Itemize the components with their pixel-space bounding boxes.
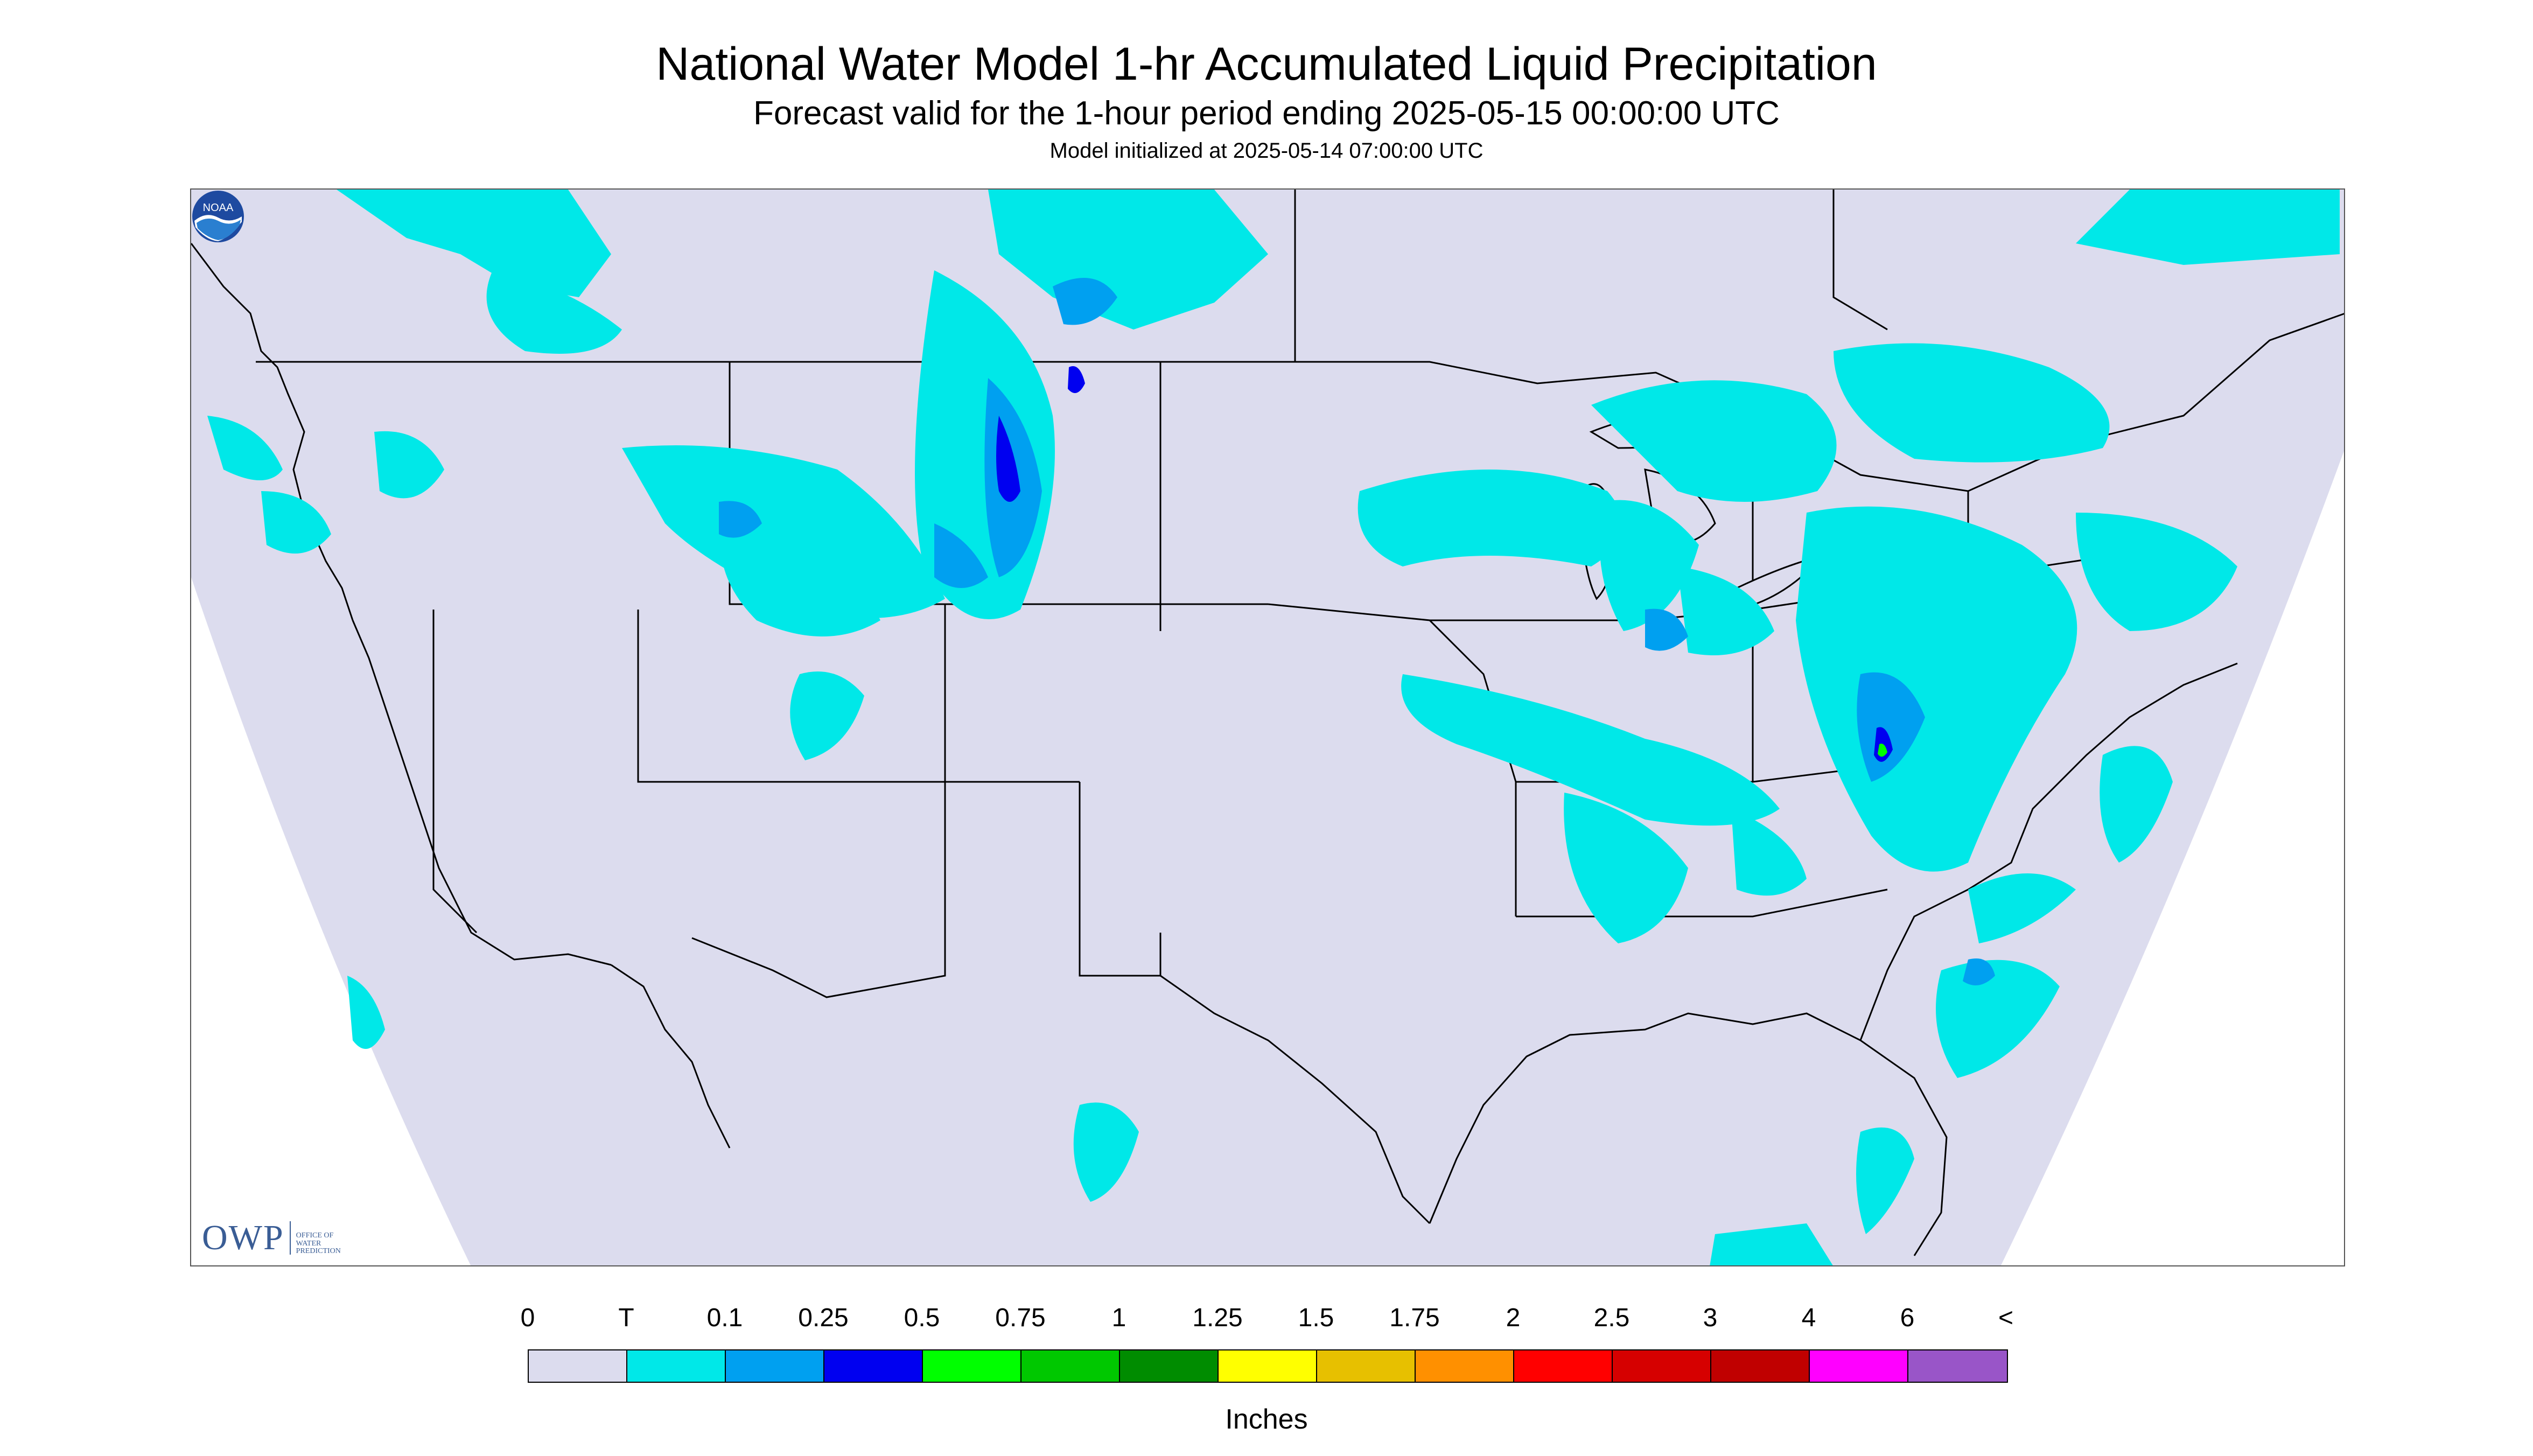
legend-tick-label: 0.75 [995,1304,1046,1332]
legend-swatch [1021,1350,1120,1382]
legend-swatch [627,1350,726,1382]
legend-swatch [726,1350,824,1382]
map-canvas [191,190,2344,1265]
legend-tick-label: 6 [1900,1304,1915,1332]
owp-logo-line: WATER [296,1239,321,1248]
legend-tick-label: 1.75 [1389,1304,1440,1332]
legend-swatch [923,1350,1021,1382]
legend-swatch [1219,1350,1317,1382]
legend-colorbar [528,1349,2008,1383]
legend-tick-label: 0.25 [798,1304,849,1332]
owp-logo-line: PREDICTION [296,1247,341,1256]
legend-swatch [1810,1350,1908,1382]
precipitation-map: OWP OFFICE OF WATER PREDICTION NOAA [190,188,2345,1266]
precip-heavy [1878,744,1887,757]
legend-swatch [1908,1350,2007,1382]
legend-swatch [1514,1350,1613,1382]
owp-logo-line: OFFICE OF [296,1231,334,1240]
legend-tick-label: 1 [1111,1304,1126,1332]
legend-swatch [1317,1350,1416,1382]
legend-tick-label: 4 [1801,1304,1816,1332]
legend-labels: 0 T 0.1 0.25 0.5 0.75 1 1.25 1.5 1.75 2 2.5 3 4 6 < [521,1303,2014,1335]
legend-tick-label: T [618,1304,634,1332]
owp-logo-mark: OWP [202,1218,284,1257]
legend-swatch [1711,1350,1810,1382]
legend-swatch [1613,1350,1711,1382]
legend-tick-label: 0 [520,1304,535,1332]
legend-swatch [529,1350,627,1382]
legend-tick-label: < [1998,1304,2014,1332]
owp-logo-text: OFFICE OF WATER PREDICTION [296,1231,341,1256]
legend-units: Inches [1225,1404,1308,1435]
owp-logo: OWP OFFICE OF WATER PREDICTION [202,1220,341,1256]
map-subtitle: Forecast valid for the 1-hour period end… [753,95,1780,132]
legend-tick-label: 2.5 [1593,1304,1630,1332]
noaa-logo: NOAA [192,191,244,242]
model-init-text: Model initialized at 2025-05-14 07:00:00… [1049,139,1484,163]
legend-tick-label: 2 [1506,1304,1521,1332]
legend-swatch [1120,1350,1219,1382]
legend-tick-label: 0.5 [904,1304,940,1332]
owp-logo-divider [289,1221,291,1255]
legend-tick-label: 0.1 [706,1304,743,1332]
legend-tick-label: 1.5 [1298,1304,1334,1332]
legend-swatch [1416,1350,1514,1382]
legend-tick-label: 1.25 [1192,1304,1243,1332]
legend-swatch [824,1350,923,1382]
noaa-logo-text: NOAA [203,202,234,214]
legend-tick-label: 3 [1703,1304,1718,1332]
map-title: National Water Model 1-hr Accumulated Li… [656,38,1877,90]
